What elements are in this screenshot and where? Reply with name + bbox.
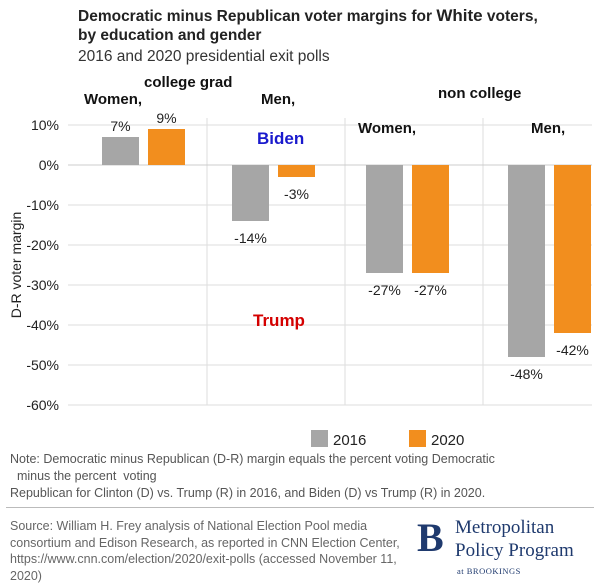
chart-title: Democratic minus Republican voter margin…	[78, 6, 538, 26]
title-part1: Democratic minus Republican voter margin…	[78, 8, 433, 25]
chart-subtitle: 2016 and 2020 presidential exit polls	[78, 48, 330, 65]
bar-2016-1	[102, 137, 139, 165]
bar-2020-3	[412, 165, 449, 273]
y-tick-label: 10%	[31, 117, 59, 133]
y-tick-label: 0%	[39, 157, 59, 173]
title-white: White	[436, 6, 483, 25]
data-label-2016-3: -27%	[368, 282, 401, 298]
data-label-2020-2: -3%	[284, 186, 309, 202]
bar-2016-2	[232, 165, 269, 221]
data-label-2020-1: 9%	[156, 110, 176, 126]
y-tick-label: -40%	[26, 317, 59, 333]
group-label-men-college: Men,	[261, 91, 295, 108]
legend: 2016 2020	[311, 430, 464, 449]
divider	[6, 507, 594, 508]
bar-2020-2	[278, 165, 315, 177]
bar-2020-4	[554, 165, 591, 333]
brookings-logo-letter: B	[417, 515, 444, 560]
title-part2: voters,	[486, 8, 538, 25]
data-label-2016-2: -14%	[234, 230, 267, 246]
group-label-college-grad: college grad	[144, 74, 232, 91]
legend-label-2016: 2016	[333, 432, 366, 449]
data-label-2020-4: -42%	[556, 342, 589, 358]
annotation-trump: Trump	[253, 311, 305, 330]
bar-2016-3	[366, 165, 403, 273]
logo-line-3: at BROOKINGS	[457, 566, 521, 576]
logo-line-1: Metropolitan	[455, 517, 555, 538]
legend-swatch-2020	[409, 430, 426, 447]
data-label-2016-4: -48%	[510, 366, 543, 382]
legend-label-2020: 2020	[431, 432, 464, 449]
note-line-2: minus the percent voting	[10, 469, 157, 483]
group-label-men-noncollege: Men,	[531, 120, 565, 137]
y-tick-label: -30%	[26, 277, 59, 293]
chart-note: Note: Democratic minus Republican (D-R) …	[10, 451, 595, 502]
bar-2020-1	[148, 129, 185, 165]
legend-swatch-2016	[311, 430, 328, 447]
data-label-2020-3: -27%	[414, 282, 447, 298]
group-label-non-college: non college	[438, 85, 521, 102]
chart-title-line2: by education and gender	[78, 27, 262, 44]
note-line-1: Note: Democratic minus Republican (D-R) …	[10, 452, 495, 466]
y-tick-labels: 10% 0% -10% -20% -30% -40% -50% -60%	[26, 117, 59, 413]
y-tick-label: -50%	[26, 357, 59, 373]
note-line-3: Republican for Clinton (D) vs. Trump (R)…	[10, 486, 486, 500]
y-axis-label: D-R voter margin	[8, 212, 24, 319]
bar-labels: 7% -14% -27% -48% 9% -3% -27% -42%	[110, 110, 588, 382]
grid-lines	[68, 118, 592, 406]
source-text: Source: William H. Frey analysis of Nati…	[10, 519, 400, 583]
bar-chart: 7% -14% -27% -48% 9% -3% -27% -42% 10% 0% -10% -20…	[8, 74, 592, 449]
y-tick-label: -10%	[26, 197, 59, 213]
annotation-biden: Biden	[257, 129, 304, 148]
data-label-2016-1: 7%	[110, 118, 130, 134]
bar-2016-4	[508, 165, 545, 357]
group-label-women-college: Women,	[84, 91, 142, 108]
y-tick-label: -20%	[26, 237, 59, 253]
y-tick-label: -60%	[26, 397, 59, 413]
logo-line-2: Policy Program	[455, 540, 574, 561]
bars	[102, 129, 591, 357]
group-label-women-noncollege: Women,	[358, 120, 416, 137]
